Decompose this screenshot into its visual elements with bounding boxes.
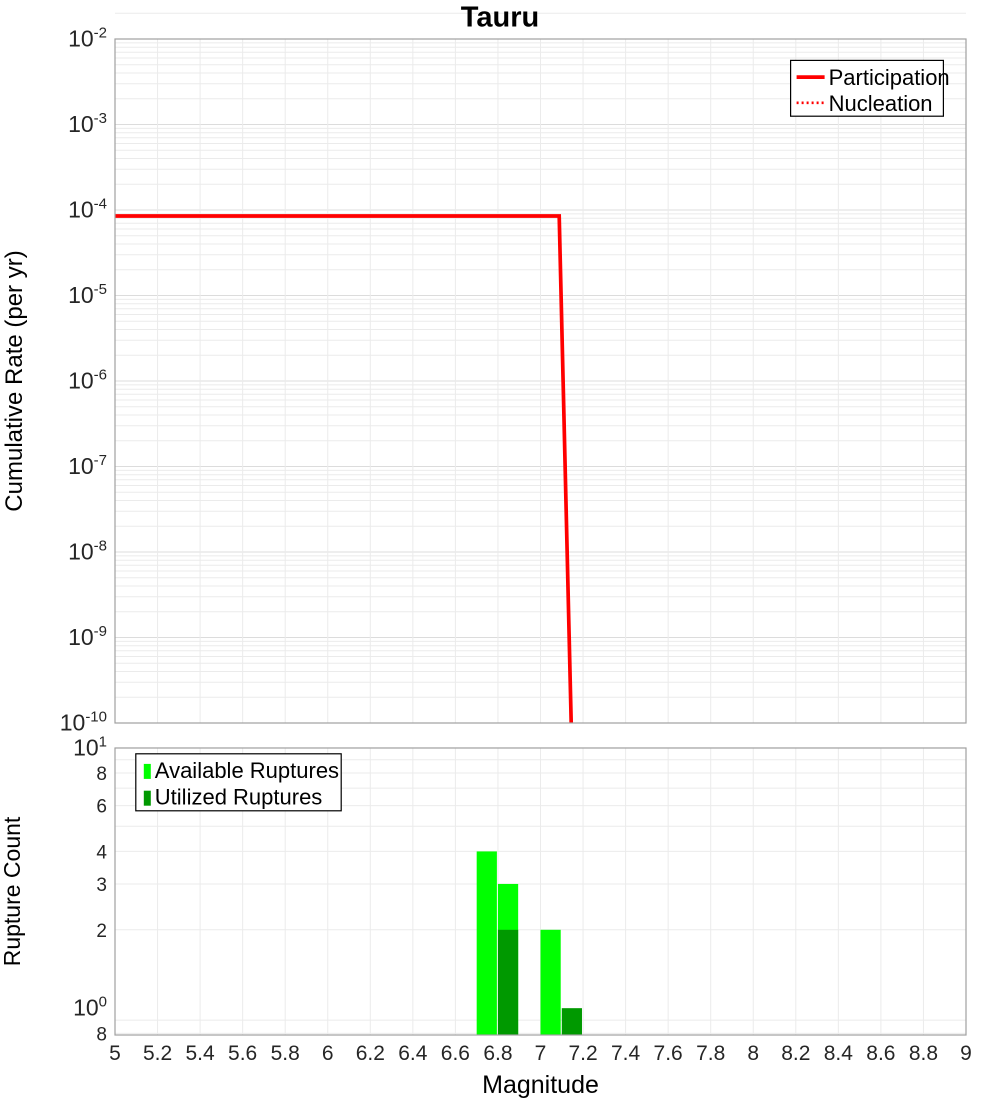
svg-text:8: 8 bbox=[96, 1024, 107, 1045]
svg-text:7.8: 7.8 bbox=[696, 1042, 725, 1065]
svg-text:5.4: 5.4 bbox=[185, 1042, 215, 1065]
svg-text:8.6: 8.6 bbox=[866, 1042, 895, 1065]
svg-text:8.2: 8.2 bbox=[781, 1042, 810, 1065]
svg-text:5.8: 5.8 bbox=[271, 1042, 300, 1065]
svg-text:Magnitude: Magnitude bbox=[482, 1071, 599, 1099]
svg-text:7.6: 7.6 bbox=[654, 1042, 683, 1065]
svg-text:3: 3 bbox=[96, 875, 107, 896]
svg-text:7.2: 7.2 bbox=[568, 1042, 597, 1065]
svg-text:2: 2 bbox=[96, 921, 107, 942]
svg-text:Available Ruptures: Available Ruptures bbox=[155, 758, 339, 783]
svg-text:8: 8 bbox=[96, 764, 107, 785]
svg-text:Nucleation: Nucleation bbox=[829, 91, 933, 116]
svg-text:9: 9 bbox=[960, 1042, 972, 1065]
svg-text:Rupture Count: Rupture Count bbox=[0, 816, 25, 966]
svg-text:6: 6 bbox=[96, 797, 107, 818]
svg-text:Utilized Ruptures: Utilized Ruptures bbox=[155, 785, 323, 810]
svg-text:8.4: 8.4 bbox=[824, 1042, 854, 1065]
svg-text:6.6: 6.6 bbox=[441, 1042, 470, 1065]
svg-text:5: 5 bbox=[109, 1042, 121, 1065]
svg-text:8.8: 8.8 bbox=[909, 1042, 938, 1065]
svg-text:Cumulative Rate (per yr): Cumulative Rate (per yr) bbox=[1, 250, 28, 511]
svg-text:6.8: 6.8 bbox=[483, 1042, 512, 1065]
svg-text:7: 7 bbox=[535, 1042, 547, 1065]
svg-text:4: 4 bbox=[96, 842, 107, 863]
svg-text:Participation: Participation bbox=[829, 65, 950, 90]
svg-text:6: 6 bbox=[322, 1042, 334, 1065]
svg-text:8: 8 bbox=[747, 1042, 759, 1065]
svg-text:7.4: 7.4 bbox=[611, 1042, 641, 1065]
svg-text:6.4: 6.4 bbox=[398, 1042, 428, 1065]
svg-text:5.6: 5.6 bbox=[228, 1042, 257, 1065]
svg-text:5.2: 5.2 bbox=[143, 1042, 172, 1065]
svg-text:Tauru: Tauru bbox=[461, 2, 539, 34]
svg-text:6.2: 6.2 bbox=[356, 1042, 385, 1065]
